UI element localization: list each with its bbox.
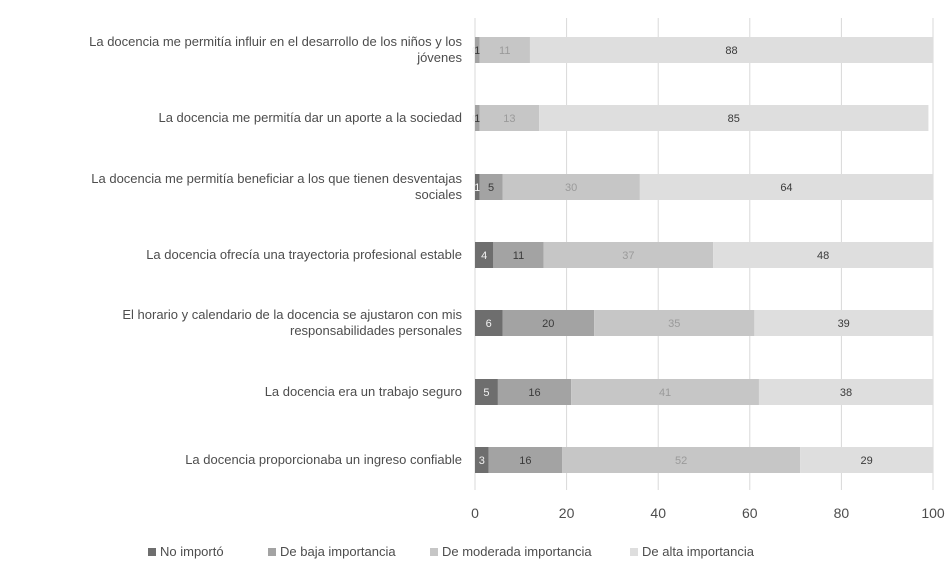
bar-segment	[571, 379, 759, 405]
bar-segment	[475, 242, 494, 268]
category-label: La docencia me permitía influir en el de…	[89, 34, 462, 49]
bar-value-label: 5	[483, 387, 489, 399]
bar-segment	[475, 310, 503, 336]
bar-segment	[800, 447, 933, 473]
x-tick-label: 80	[834, 505, 850, 521]
legend-swatch	[268, 548, 276, 556]
bar-value-label: 41	[659, 387, 671, 399]
category-label: responsabilidades personales	[290, 323, 463, 338]
legend-label: No importó	[160, 544, 224, 559]
legend-swatch	[148, 548, 156, 556]
category-label: La docencia ofrecía una trayectoria prof…	[146, 247, 462, 262]
x-tick-label: 40	[650, 505, 666, 521]
bar-segment	[493, 242, 544, 268]
category-label: jóvenes	[416, 50, 462, 65]
bar-segment	[497, 379, 572, 405]
bar-segment	[713, 242, 933, 268]
x-tick-label: 0	[471, 505, 479, 521]
category-label: La docencia proporcionaba un ingreso con…	[185, 452, 462, 467]
bar-value-label: 29	[860, 455, 872, 467]
bar-value-label: 64	[780, 182, 792, 194]
bar-segment	[758, 379, 933, 405]
bar-segment	[543, 242, 714, 268]
bar-segment	[562, 447, 801, 473]
bar-value-label: 30	[565, 182, 577, 194]
bar-value-label: 11	[499, 45, 510, 57]
bar-segment	[479, 105, 540, 131]
bar-segment	[475, 379, 498, 405]
category-label: La docencia me permitía beneficiar a los…	[91, 171, 462, 186]
bar-segment	[475, 447, 489, 473]
legend-label: De baja importancia	[280, 544, 396, 559]
bar-segment	[529, 37, 933, 63]
bar-value-label: 5	[488, 182, 494, 194]
category-label: sociales	[415, 187, 462, 202]
bar-segment	[488, 447, 563, 473]
bar-value-label: 52	[675, 455, 687, 467]
bar-segment	[754, 310, 933, 336]
x-tick-label: 20	[559, 505, 575, 521]
category-label: La docencia era un trabajo seguro	[265, 384, 462, 399]
bar-value-label: 37	[622, 250, 634, 262]
bar-segment	[539, 105, 929, 131]
bar-segment	[479, 174, 503, 200]
bar-segment	[502, 310, 595, 336]
bar-segment	[475, 174, 480, 200]
bar-value-label: 38	[840, 387, 852, 399]
bar-value-label: 16	[528, 387, 540, 399]
bar-value-label: 4	[481, 250, 487, 262]
bar-value-label: 3	[479, 455, 485, 467]
bar-segment	[594, 310, 755, 336]
bar-segment	[475, 37, 480, 63]
x-tick-label: 100	[921, 505, 945, 521]
bar-value-label: 39	[838, 318, 850, 330]
bar-value-label: 88	[725, 45, 737, 57]
bar-value-label: 16	[519, 455, 531, 467]
legend-swatch	[630, 548, 638, 556]
bar-segment	[639, 174, 933, 200]
bar-value-label: 85	[728, 113, 740, 125]
bar-value-label: 11	[513, 250, 524, 262]
legend-swatch	[430, 548, 438, 556]
legend-label: De moderada importancia	[442, 544, 592, 559]
category-label: El horario y calendario de la docencia s…	[122, 307, 462, 322]
bar-value-label: 48	[817, 250, 829, 262]
bar-value-label: 1	[474, 182, 480, 194]
bar-value-label: 1	[474, 45, 480, 57]
bar-segment	[479, 37, 530, 63]
bar-value-label: 20	[542, 318, 554, 330]
bar-value-label: 1	[474, 113, 480, 125]
bar-value-label: 6	[486, 318, 492, 330]
bar-segment	[502, 174, 640, 200]
x-tick-label: 60	[742, 505, 758, 521]
bar-value-label: 35	[668, 318, 680, 330]
bar-value-label: 13	[503, 113, 515, 125]
category-label: La docencia me permitía dar un aporte a …	[158, 110, 462, 125]
bar-segment	[475, 105, 480, 131]
legend-label: De alta importancia	[642, 544, 755, 559]
